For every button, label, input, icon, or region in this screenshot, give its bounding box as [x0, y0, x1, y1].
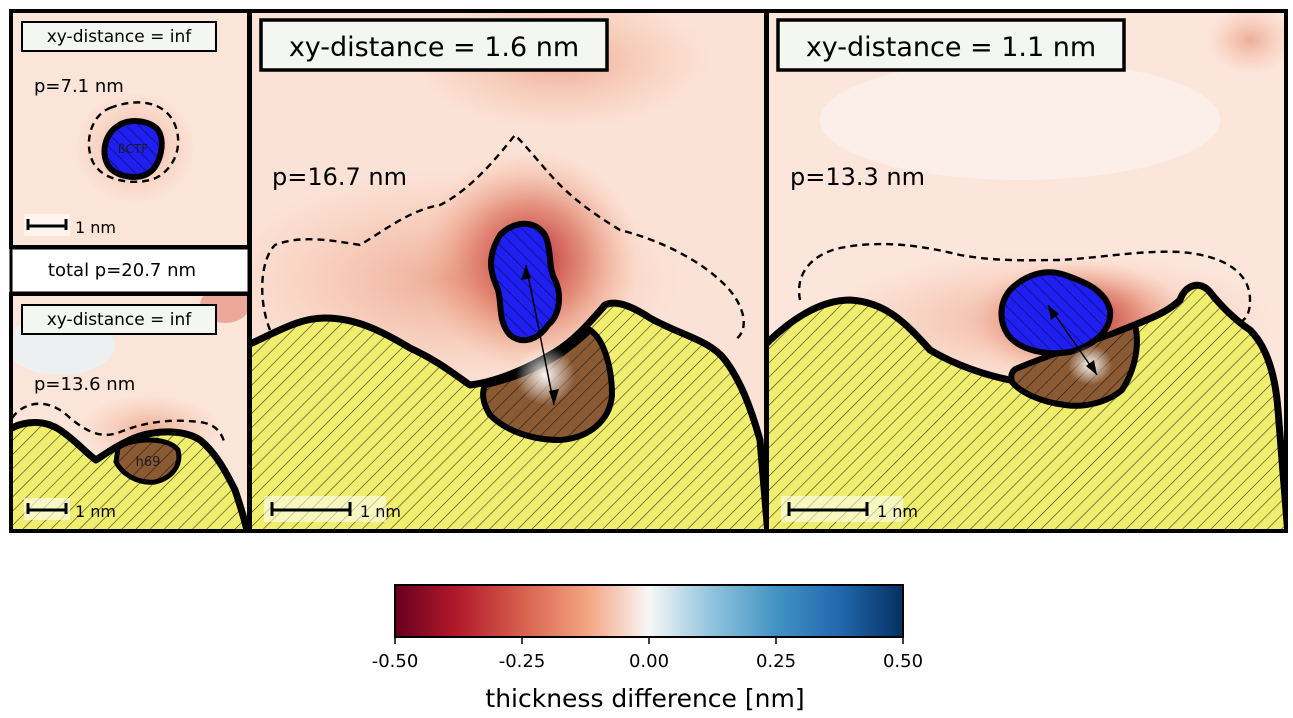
title-small-bottom: xy-distance = inf: [47, 310, 193, 330]
contour-dashed: [797, 242, 1252, 324]
contour-dashed: [12, 402, 227, 446]
p-label-small-top: p=7.1 nm: [34, 76, 124, 97]
colorbar-label: thickness difference [nm]: [485, 684, 804, 713]
total-label: total p=20.7 nm: [48, 260, 196, 281]
scale-bar-small-top: 1 nm: [24, 214, 116, 237]
colorbar-tick-label: 0.00: [629, 651, 669, 672]
scale-bar-small-bottom: 1 nm: [24, 498, 116, 521]
scale-label-right: 1 nm: [877, 502, 918, 521]
pocket-h69-shape: [113, 437, 182, 485]
colorbar-tick-label: 0.25: [756, 651, 796, 672]
colorbar-tick-label: 0.50: [883, 651, 923, 672]
p-label-middle: p=16.7 nm: [272, 163, 407, 191]
p-label-right: p=13.3 nm: [790, 163, 925, 191]
label-box-right: xy-distance = 1.1 nm: [776, 18, 1126, 72]
molecule-bctf-shape: [101, 118, 165, 180]
label-box-small-bottom: xy-distance = inf: [21, 304, 217, 335]
label-box-middle: xy-distance = 1.6 nm: [259, 18, 609, 72]
molecule-shape: [488, 220, 563, 344]
label-box-small-top: xy-distance = inf: [21, 21, 217, 52]
frame-right: [765, 9, 1288, 533]
colorbar-gradient: [394, 584, 904, 638]
panel-right: [767, 12, 1285, 530]
contour-dashed: [87, 101, 180, 183]
colorbar-tick-label: -0.50: [372, 651, 419, 672]
distance-arrow: [521, 264, 559, 406]
colorbar: -0.50 -0.25 0.00 0.25 0.50 thickness differe…: [372, 584, 923, 713]
scale-label-middle: 1 nm: [360, 502, 401, 521]
title-right: xy-distance = 1.1 nm: [806, 32, 1096, 63]
molecule-label-bctf: ßCTF: [118, 142, 148, 156]
scale-bar-right: 1 nm: [781, 496, 918, 522]
title-middle: xy-distance = 1.6 nm: [289, 32, 579, 63]
colorbar-ticks: -0.50 -0.25 0.00 0.25 0.50: [372, 637, 923, 672]
molecule-label-h69: h69: [136, 455, 161, 470]
contour-dashed: [261, 133, 745, 341]
scale-label-small-top: 1 nm: [75, 218, 116, 237]
scale-bar-middle: 1 nm: [264, 496, 401, 522]
distance-arrow: [1047, 304, 1098, 376]
total-label-box: total p=20.7 nm: [9, 246, 251, 295]
p-label-small-bottom: p=13.6 nm: [34, 374, 135, 395]
title-small-top: xy-distance = inf: [47, 27, 193, 47]
scale-label-small-bottom: 1 nm: [75, 502, 116, 521]
panel-middle: [250, 12, 765, 530]
colorbar-tick-label: -0.25: [499, 651, 546, 672]
